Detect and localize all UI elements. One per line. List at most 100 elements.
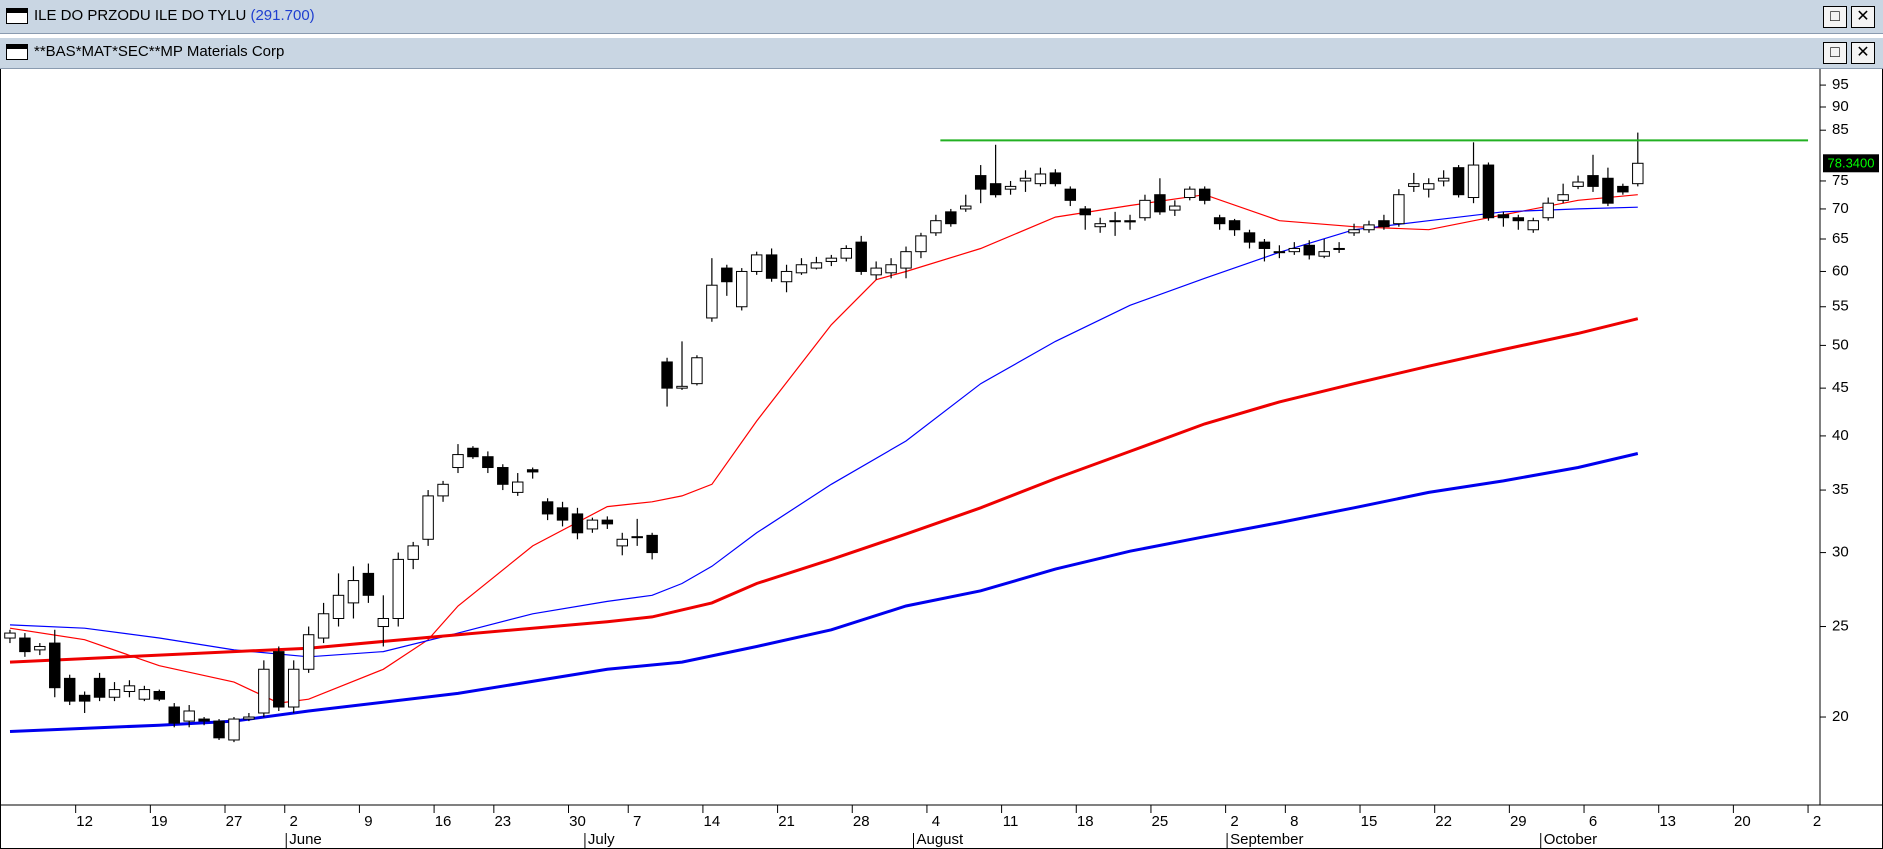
x-tick-label: 2: [1813, 813, 1821, 830]
candle-body: [362, 572, 375, 596]
candle-body: [198, 718, 210, 722]
y-tick-label: 75: [1832, 172, 1849, 189]
x-tick-label: 8: [1290, 813, 1298, 830]
candle-body: [93, 677, 106, 698]
candle-body: [1288, 247, 1301, 253]
candle-body: [452, 454, 464, 469]
y-tick-label: 45: [1832, 379, 1849, 396]
month-label: October: [1544, 831, 1597, 848]
candle-body: [571, 513, 584, 534]
y-tick-label: 25: [1832, 617, 1849, 634]
candle-body: [1378, 220, 1390, 228]
candle-body: [1169, 205, 1181, 211]
candle-body: [243, 716, 255, 720]
plot-frame: [0, 68, 1883, 849]
maximize-button[interactable]: □: [1823, 42, 1847, 64]
candle-body: [1348, 229, 1360, 234]
candle-body: [676, 385, 688, 389]
candle-body: [1467, 164, 1480, 199]
window-icon: [6, 8, 28, 24]
x-tick-label: 6: [1589, 813, 1597, 830]
x-tick-label: 30: [569, 813, 586, 830]
x-tick-label: 2: [1230, 813, 1238, 830]
candle-body: [915, 235, 927, 253]
candle-body: [34, 645, 46, 651]
candle-body: [1198, 188, 1211, 201]
x-tick-label: 16: [435, 813, 452, 830]
moving-average-line: [9, 452, 1639, 733]
x-tick-label: 22: [1435, 813, 1452, 830]
candle-body: [1213, 217, 1226, 225]
y-tick-label: 20: [1832, 708, 1849, 725]
candle-body: [1079, 208, 1091, 216]
candle-body: [108, 689, 121, 698]
x-tick-label: 4: [932, 813, 940, 830]
candle-body: [302, 634, 315, 670]
candle-body: [1422, 183, 1435, 190]
x-tick-label: 28: [853, 813, 870, 830]
candle-body: [765, 254, 778, 279]
candle-body: [870, 267, 882, 276]
candle-body: [19, 637, 31, 653]
candle-body: [1318, 251, 1330, 257]
title-value: (291.700): [250, 7, 315, 24]
y-tick-label: 85: [1832, 121, 1849, 138]
candle-body: [1632, 162, 1644, 185]
candle-body: [497, 467, 509, 485]
x-tick-label: 11: [1003, 813, 1019, 830]
x-tick-label: 7: [633, 813, 641, 830]
x-tick-label: 21: [778, 813, 795, 830]
candle-body: [541, 501, 554, 515]
candle-body: [1527, 220, 1539, 231]
candle-body: [706, 284, 718, 319]
candle-body: [646, 534, 658, 554]
candle-body: [855, 241, 867, 272]
x-tick-label: 13: [1659, 813, 1676, 830]
close-button[interactable]: ✕: [1851, 6, 1875, 28]
window-title: ILE DO PRZODU ILE DO TYLU (291.700): [34, 7, 315, 24]
close-button[interactable]: ✕: [1851, 42, 1875, 64]
candle-body: [1019, 177, 1032, 182]
candle-body: [1587, 175, 1599, 187]
y-tick-label: 50: [1832, 336, 1849, 353]
y-tick-label: 90: [1832, 98, 1849, 115]
candle-body: [4, 632, 16, 639]
x-tick-label: 18: [1077, 813, 1094, 830]
candle-body: [482, 456, 494, 469]
x-tick-label: 29: [1510, 813, 1527, 830]
candle-body: [1064, 188, 1077, 201]
candle-body: [1408, 183, 1420, 187]
candle-body: [556, 507, 569, 521]
candle-body: [287, 668, 300, 708]
candle-body: [1363, 224, 1375, 231]
candle-body: [1243, 232, 1256, 243]
month-label: August: [916, 831, 964, 848]
month-label: July: [588, 831, 615, 848]
x-tick-label: 23: [494, 813, 511, 830]
month-label: September: [1230, 831, 1303, 848]
x-tick-label: 25: [1152, 813, 1169, 830]
candle-body: [631, 536, 643, 539]
x-tick-label: 20: [1734, 813, 1751, 830]
y-tick-label: 95: [1832, 76, 1849, 93]
candle-body: [317, 613, 330, 639]
y-tick-label: 65: [1832, 230, 1849, 247]
candle-body: [989, 183, 1002, 196]
candle-body: [810, 262, 823, 269]
candle-body: [795, 264, 808, 274]
window-title: **BAS*MAT*SEC**MP Materials Corp: [34, 43, 285, 60]
candle-body: [1393, 194, 1405, 225]
y-tick-label: 35: [1832, 481, 1849, 498]
candle-body: [63, 677, 76, 702]
x-tick-label: 27: [226, 813, 243, 830]
x-tick-label: 19: [151, 813, 168, 830]
window-bar: **BAS*MAT*SEC**MP Materials Corp □ ✕: [0, 38, 1883, 69]
candle-body: [332, 594, 345, 619]
maximize-button[interactable]: □: [1823, 6, 1847, 28]
candle-body: [1437, 177, 1450, 182]
last-price-box: [1823, 154, 1879, 173]
candle-body: [377, 617, 390, 628]
candle-body: [840, 247, 853, 259]
candle-body: [616, 538, 628, 547]
candle-body: [1512, 217, 1525, 222]
